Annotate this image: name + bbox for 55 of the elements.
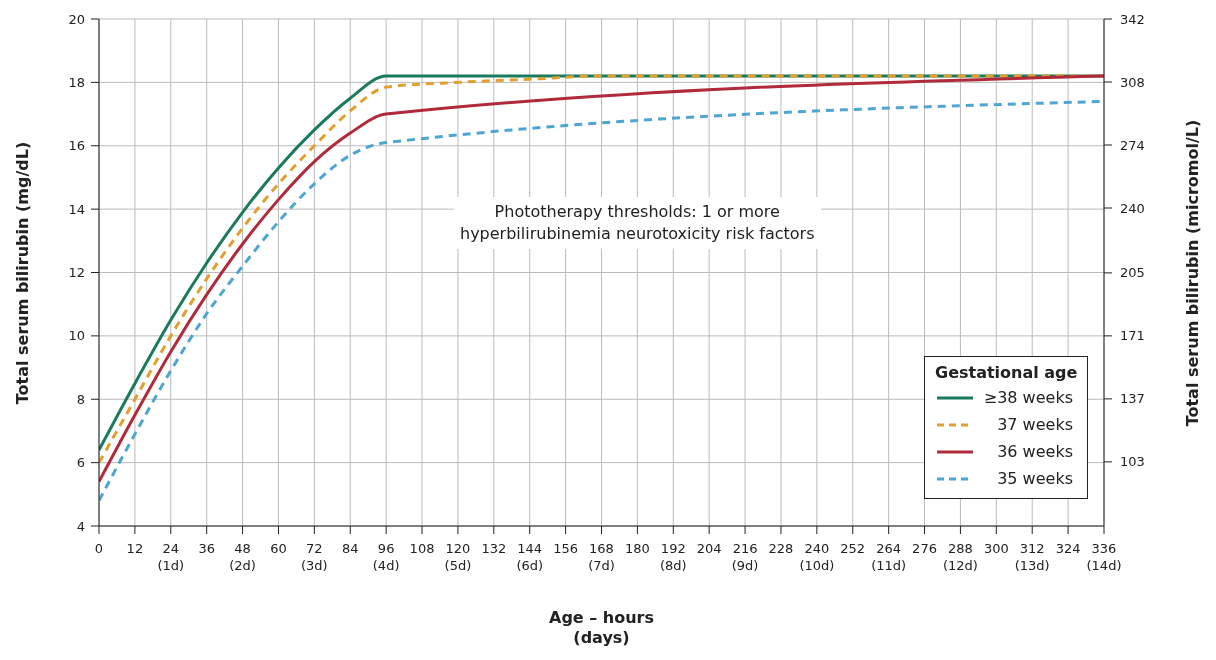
x-tick-label: 60 — [270, 540, 287, 556]
y-tick-label: 14 — [68, 201, 85, 217]
x-tick-label: 72 (3d) — [301, 540, 328, 574]
x-tick-label: 288 (12d) — [942, 540, 978, 574]
x-tick-label: 132 — [481, 540, 507, 556]
y2-tick-label: 137 — [1120, 391, 1145, 407]
x-tick-label: 228 — [768, 540, 794, 556]
y2-tick-label: 171 — [1120, 328, 1145, 344]
x-tick-label: 240 (10d) — [799, 540, 835, 574]
x-tick-label: 108 — [409, 540, 435, 556]
x-tick-label: 48 (2d) — [229, 540, 256, 574]
y-tick-label: 6 — [76, 455, 85, 471]
x-tick-label: 36 — [198, 540, 215, 556]
y-tick-label: 10 — [68, 328, 85, 344]
y-tick-label: 20 — [68, 11, 85, 27]
y-tick-label: 4 — [76, 518, 85, 534]
x-tick-label: 96 (4d) — [372, 540, 400, 574]
y2-tick-label: 308 — [1120, 74, 1145, 90]
x-tick-label: 12 — [126, 540, 144, 556]
x-tick-label: 300 — [983, 540, 1009, 556]
y2-axis-title: Total serum bilirubin (micromol/L) — [1182, 119, 1202, 426]
y2-tick-label: 205 — [1120, 265, 1145, 281]
y-tick-label: 8 — [76, 391, 85, 407]
x-tick-label: 264 (11d) — [871, 540, 907, 574]
y-tick-label: 12 — [68, 265, 85, 281]
x-tick-label: 84 — [341, 540, 359, 556]
y2-tick-label: 342 — [1120, 11, 1145, 27]
legend-label: 37 weeks — [996, 415, 1073, 434]
legend-label: 35 weeks — [996, 469, 1073, 488]
y-axis-title: Total serum bilirubin (mg/dL) — [12, 141, 32, 404]
x-tick-label: 312 (13d) — [1014, 540, 1050, 574]
legend-label: 36 weeks — [996, 442, 1073, 461]
y-tick-label: 16 — [68, 138, 85, 154]
y-tick-label: 18 — [68, 74, 85, 90]
y2-tick-label: 103 — [1120, 454, 1145, 470]
x-tick-label: 276 — [912, 540, 937, 556]
y2-tick-label: 240 — [1120, 200, 1145, 216]
x-tick-label: 336 (14d) — [1086, 540, 1122, 574]
x-tick-label: 252 — [840, 540, 866, 556]
x-tick-label: 144 (6d) — [516, 540, 544, 574]
legend-label: ≥38 weeks — [982, 388, 1073, 407]
x-tick-label: 156 — [553, 540, 579, 556]
x-tick-label: 324 — [1055, 540, 1081, 556]
x-tick-label: 168 (7d) — [588, 540, 615, 574]
x-tick-label: 0 — [94, 540, 104, 556]
x-tick-label: 192 (8d) — [659, 540, 687, 574]
x-axis-title: Age – hours (days) — [548, 608, 655, 648]
legend-title: Gestational age — [935, 363, 1078, 382]
x-tick-label: 120 (5d) — [444, 540, 472, 574]
annotation: Phototherapy thresholds: 1 or more hyperbilirubinemia neurotoxicity risk factors — [460, 201, 815, 245]
y2-tick-label: 274 — [1120, 137, 1145, 153]
x-tick-label: 204 — [696, 540, 722, 556]
x-tick-label: 216 (9d) — [731, 540, 759, 574]
x-tick-label: 24 (1d) — [157, 540, 185, 574]
x-tick-label: 180 — [624, 540, 650, 556]
